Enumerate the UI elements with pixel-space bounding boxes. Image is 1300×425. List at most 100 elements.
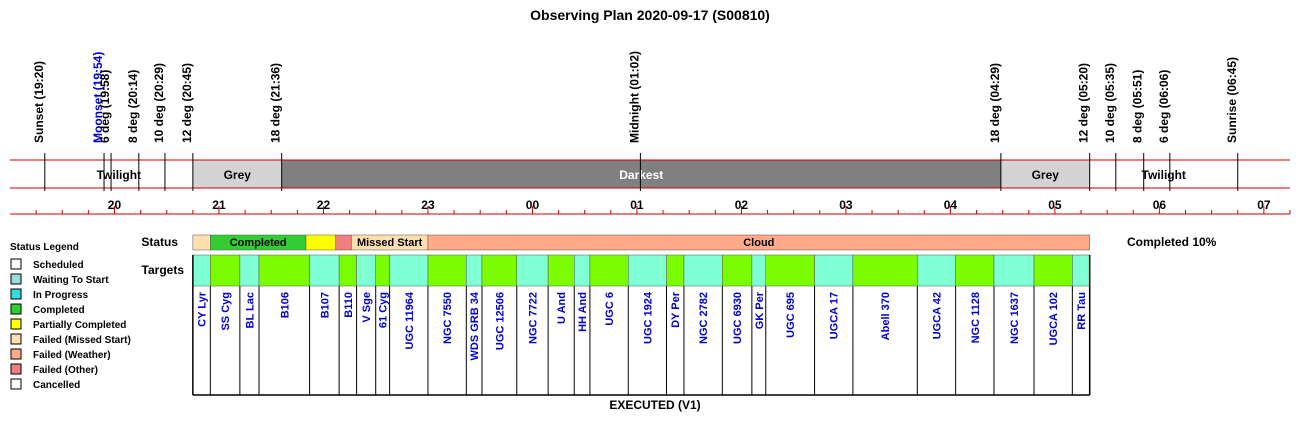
target-block [722, 254, 753, 287]
target-block [481, 254, 518, 287]
target-block [356, 254, 376, 287]
event-label: 8 deg (05:51) [1131, 70, 1145, 143]
sky-phase-band [1089, 160, 1238, 188]
legend-label: Partially Completed [33, 320, 126, 331]
target-name: UGC 6930 [732, 292, 744, 344]
target-name: UGC 1924 [642, 291, 654, 344]
sky-phase-band [192, 160, 282, 188]
target-name: NGC 1128 [970, 292, 982, 343]
event-label: 18 deg (04:29) [988, 63, 1002, 143]
target-block [192, 254, 211, 287]
hour-tick-label: 00 [526, 198, 540, 212]
targets-row-label: Targets [142, 263, 185, 277]
legend-label: Scheduled [33, 260, 84, 271]
legend-swatch [10, 258, 22, 270]
event-label: Sunrise (06:45) [1225, 57, 1239, 143]
target-block [210, 254, 241, 287]
target-name: GK Per [754, 291, 766, 329]
legend-swatch [10, 333, 22, 345]
target-block [955, 254, 995, 287]
target-block [852, 254, 918, 287]
target-name: UGCA 17 [829, 292, 841, 339]
hour-tick-label: 04 [944, 198, 958, 212]
hour-tick-label: 22 [317, 198, 331, 212]
event-label: 10 deg (20:29) [152, 63, 166, 143]
event-label: Moonset (19:54) [91, 52, 105, 143]
target-name: NGC 2782 [698, 292, 710, 344]
target-name: UGC 6 [604, 292, 616, 326]
target-block [573, 254, 591, 287]
event-label: Sunset (19:20) [32, 61, 46, 143]
legend-swatch [10, 318, 22, 330]
target-name: B110 [343, 292, 355, 318]
target-name: 61 Cyg [378, 292, 390, 328]
target-block [751, 254, 767, 287]
status-segment [192, 234, 211, 251]
status-segment [305, 234, 336, 251]
chart-title: Observing Plan 2020-09-17 (S00810) [530, 7, 770, 23]
status-legend-title: Status Legend [10, 242, 79, 253]
target-name: NGC 1637 [1009, 292, 1021, 344]
target-block [516, 254, 549, 287]
target-block [309, 254, 340, 287]
target-block [666, 254, 685, 287]
legend-label: Completed [33, 305, 85, 316]
legend-swatch [10, 273, 22, 285]
legend-swatch [10, 348, 22, 360]
completion-text: Completed 10% [1127, 235, 1217, 249]
legend-label: Failed (Other) [33, 365, 98, 376]
sky-phase-label: Twilight [97, 168, 141, 182]
target-name: NGC 7550 [442, 292, 454, 344]
hour-tick-label: 07 [1257, 198, 1271, 212]
target-block [683, 254, 723, 287]
sky-phase-band [44, 160, 193, 188]
target-name: V Sge [361, 292, 373, 323]
target-block [466, 254, 483, 287]
target-name: SS Cyg [220, 292, 232, 331]
target-name: RR Tau [1076, 292, 1088, 330]
chart-plot-area: Twilight Grey Darkest Grey Twilight Sunset (1… [10, 51, 1291, 396]
hour-tick-label: 06 [1153, 198, 1167, 212]
status-row-label: Status [141, 235, 178, 249]
legend-swatch [10, 303, 22, 315]
sky-phase-label: Grey [1032, 168, 1060, 182]
target-block [239, 254, 260, 287]
hour-tick-label: 01 [630, 198, 644, 212]
hour-tick-label: 05 [1048, 198, 1062, 212]
target-block [814, 254, 854, 287]
target-block [993, 254, 1035, 287]
event-label: 6 deg (06:06) [1157, 70, 1171, 143]
target-name: CY Lyr [197, 291, 209, 327]
event-label: 12 deg (05:20) [1077, 63, 1091, 143]
event-label: 12 deg (20:45) [180, 63, 194, 143]
chart-footer: EXECUTED (V1) [609, 398, 700, 412]
legend-label: In Progress [33, 290, 88, 301]
hour-tick-label: 23 [421, 198, 435, 212]
status-segment [335, 234, 352, 251]
target-block [765, 254, 815, 287]
target-block [375, 254, 390, 287]
target-block [628, 254, 667, 287]
status-segment-label: Missed Start [357, 237, 423, 249]
hour-tick-label: 03 [839, 198, 853, 212]
target-name: DY Per [670, 291, 682, 328]
legend-label: Waiting To Start [33, 275, 109, 286]
target-name: UGC 695 [785, 292, 797, 338]
status-segment-label: Completed [230, 237, 287, 249]
legend-swatch [10, 378, 22, 390]
legend-label: Failed (Missed Start) [33, 335, 131, 346]
target-name: UGC 12506 [494, 292, 506, 350]
target-name: NGC 7722 [527, 292, 539, 344]
target-name: WDS GRB 34 [469, 291, 481, 360]
target-name: U And [556, 292, 568, 324]
target-block [589, 254, 629, 287]
target-block [547, 254, 575, 287]
sky-phase-label: Twilight [1142, 168, 1186, 182]
target-name: B106 [279, 292, 291, 318]
target-name: UGCA 102 [1048, 292, 1060, 345]
target-name: B107 [319, 292, 331, 318]
target-block [338, 254, 357, 287]
legend-label: Cancelled [33, 380, 80, 391]
legend-swatch [10, 363, 22, 375]
